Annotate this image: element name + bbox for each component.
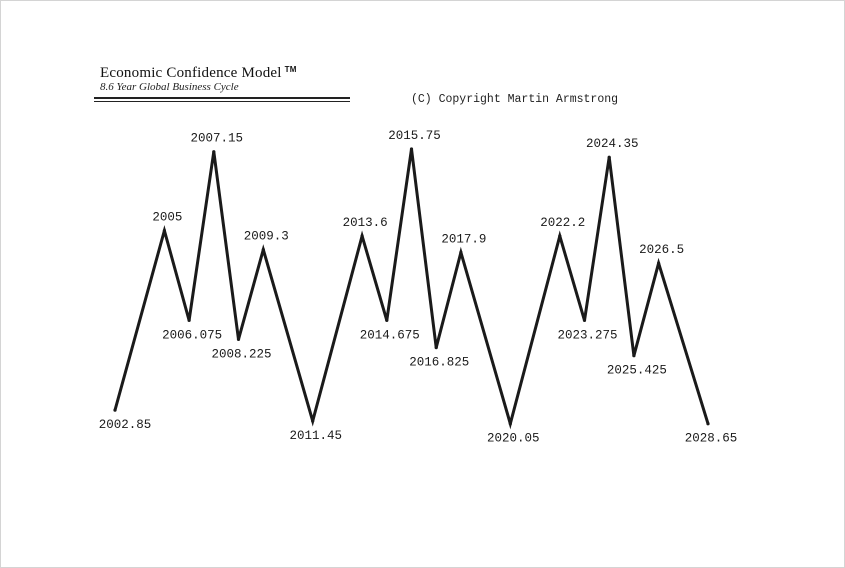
turning-point-label: 2006.075 (162, 328, 222, 342)
turning-point-label: 2005 (152, 211, 182, 225)
turning-point-label: 2013.6 (343, 216, 388, 230)
turning-point-marker (607, 155, 611, 159)
turning-point-label: 2026.5 (639, 243, 684, 257)
turning-point-label: 2011.45 (289, 429, 342, 443)
title-underline-thin (94, 101, 350, 102)
turning-point-label: 2028.65 (685, 432, 738, 446)
turning-point-label: 2016.825 (409, 356, 469, 370)
turning-point-label: 2015.75 (388, 129, 441, 143)
point-label-layer: 2002.85 2005 2006.075 2007.15 2008.225 2009.3… (99, 129, 738, 446)
turning-point-label: 2020.05 (487, 432, 540, 446)
turning-point-marker (236, 337, 241, 341)
turning-point-label: 2023.275 (557, 328, 617, 342)
chart-subtitle: 8.6 Year Global Business Cycle (100, 81, 239, 93)
turning-point-label: 2007.15 (191, 132, 244, 146)
cycle-line (113, 148, 710, 430)
turning-point-label: 2002.85 (99, 418, 152, 432)
turning-point-marker (434, 346, 438, 350)
turning-point-label: 2014.675 (360, 328, 420, 342)
turning-point-label: 2022.2 (540, 216, 585, 230)
cycle-line-layer (113, 147, 710, 430)
turning-point-marker (508, 422, 512, 426)
turning-point-marker (261, 248, 265, 252)
turning-point-marker (162, 229, 166, 233)
turning-point-marker (360, 234, 364, 238)
trademark-mark: TM (284, 65, 297, 74)
turning-point-marker (113, 408, 117, 412)
turning-point-marker (632, 354, 636, 358)
copyright-notice: (C) Copyright Martin Armstrong (411, 93, 619, 106)
turning-point-marker (187, 318, 191, 322)
turning-point-marker (409, 147, 414, 151)
chart-title-text: Economic Confidence Model (100, 65, 282, 81)
turning-point-label: 2009.3 (244, 230, 289, 244)
turning-point-marker (311, 419, 315, 423)
turning-point-label: 2017.9 (441, 232, 486, 246)
chart-title: Economic Confidence Model TM (100, 65, 297, 82)
turning-point-marker (706, 422, 710, 426)
turning-point-marker (657, 261, 661, 265)
turning-point-label: 2008.225 (211, 347, 271, 361)
turning-point-marker (385, 318, 389, 322)
turning-point-marker (582, 318, 587, 322)
turning-point-marker (558, 234, 562, 238)
turning-point-label: 2024.35 (586, 137, 639, 151)
turning-point-marker (212, 150, 216, 154)
turning-point-marker (459, 250, 463, 254)
turning-point-label: 2025.425 (607, 364, 667, 378)
title-underline (94, 97, 350, 99)
